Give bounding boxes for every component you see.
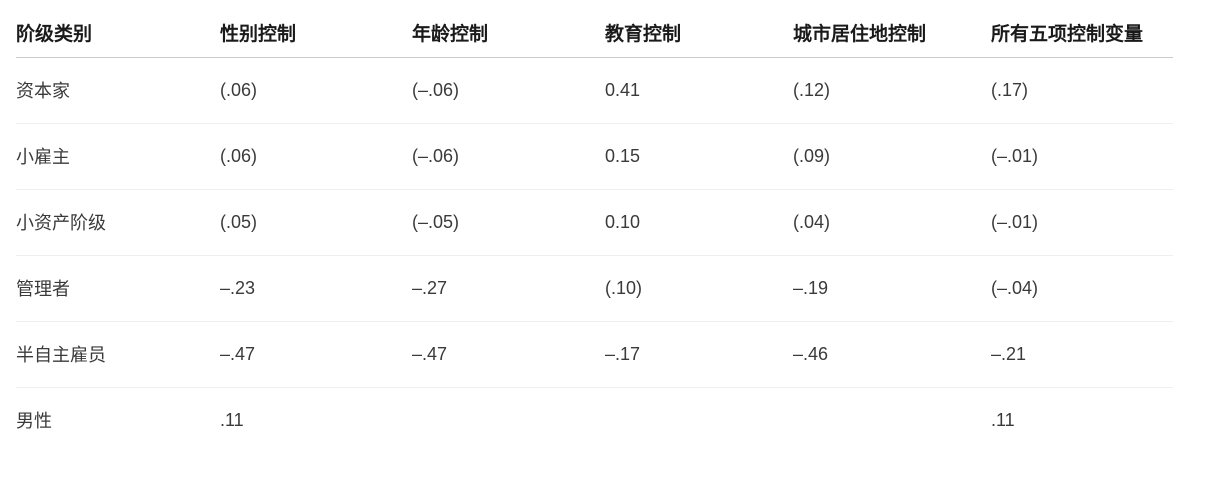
table-cell: (–.01) [991, 123, 1173, 190]
table-cell: (.17) [991, 57, 1173, 124]
table-cell [793, 387, 991, 453]
table-row-petty-bourgeoisie: 小资产阶级 (.05) (–.05) 0.10 (.04) (–.01) [16, 189, 1173, 256]
table-cell: 0.15 [605, 123, 793, 190]
table-cell: .11 [220, 409, 244, 430]
table-cell: (.04) [793, 189, 991, 256]
table-cell: (.05) [220, 189, 412, 256]
table-header-row: 阶级类别 性别控制 年龄控制 教育控制 城市居住地控制 所有五项控制变量 [16, 0, 1173, 58]
table-cell: (–.01) [991, 189, 1173, 256]
column-header-urban-residence-control: 城市居住地控制 [793, 0, 991, 58]
row-label: 管理者 [16, 255, 220, 322]
table-cell: –.21 [991, 321, 1173, 388]
table-cell [605, 387, 793, 453]
table-cell: (–.06) [412, 57, 605, 124]
table-cell: –.23 [220, 255, 412, 322]
column-header-gender-control: 性别控制 [220, 0, 412, 58]
table-cell: (.06) [220, 123, 412, 190]
row-label: 小资产阶级 [16, 189, 220, 256]
column-header-age-control: 年龄控制 [412, 0, 605, 58]
table-cell: –.47 [412, 321, 605, 388]
column-header-all-five-controls: 所有五项控制变量 [991, 0, 1173, 58]
row-label: 小雇主 [16, 123, 220, 190]
table-row-managers: 管理者 –.23 –.27 (.10) –.19 (–.04) [16, 255, 1173, 322]
row-label: 半自主雇员 [16, 321, 220, 388]
table-cell: –.17 [605, 321, 793, 388]
table-cell: (–.06) [412, 123, 605, 190]
table-cell: (–.04) [991, 255, 1173, 322]
table-cell: (.12) [793, 57, 991, 124]
row-label: 男性 [16, 411, 52, 432]
table-cell: (–.05) [412, 189, 605, 256]
table-cell: –.27 [412, 255, 605, 322]
table-cell [412, 387, 605, 453]
table-cell: –.19 [793, 255, 991, 322]
table-cell: (.09) [793, 123, 991, 190]
table-cell: .11 [991, 409, 1015, 430]
table-cell: 0.10 [605, 189, 793, 256]
table-row-small-employers: 小雇主 (.06) (–.06) 0.15 (.09) (–.01) [16, 123, 1173, 190]
table-cell: –.47 [220, 321, 412, 388]
table-row-semi-autonomous-employees: 半自主雇员 –.47 –.47 –.17 –.46 –.21 [16, 321, 1173, 388]
table-row-male: 男性 .11 .11 [16, 387, 1173, 453]
table-cell: (.06) [220, 57, 412, 124]
regression-results-table: 阶级类别 性别控制 年龄控制 教育控制 城市居住地控制 所有五项控制变量 资本家… [16, 0, 1173, 453]
table-cell: 0.41 [605, 57, 793, 124]
row-label: 资本家 [16, 57, 220, 124]
table-row-capitalists: 资本家 (.06) (–.06) 0.41 (.12) (.17) [16, 57, 1173, 124]
table-cell: –.46 [793, 321, 991, 388]
column-header-class-category: 阶级类别 [16, 0, 220, 58]
column-header-education-control: 教育控制 [605, 0, 793, 58]
table-cell: (.10) [605, 255, 793, 322]
